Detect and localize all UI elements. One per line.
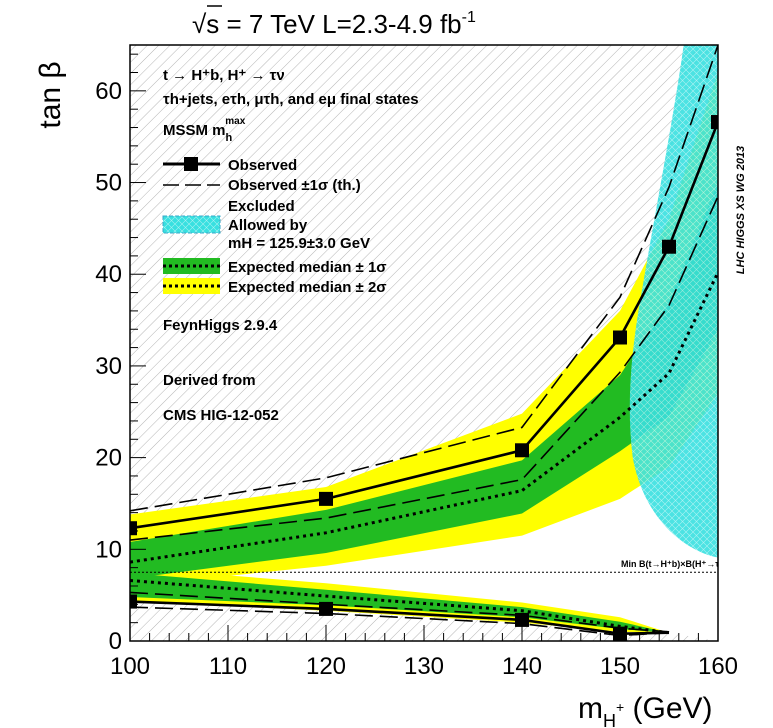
y-tick-label: 60 [95, 78, 122, 105]
observed-point-upper [662, 239, 676, 254]
legend-heading-final-states: τh+jets, eτh, μτh, and eμ final states [163, 91, 419, 108]
chart-title: √s = 7 TeV L=2.3-4.9 fb-1 [192, 9, 476, 39]
note-feynhiggs: FeynHiggs 2.9.4 [163, 317, 278, 334]
legend-label-allowed: Allowed by [228, 217, 308, 234]
note-cms-analysis: CMS HIG-12-052 [163, 407, 279, 424]
x-axis-label: mH+ (GeV) [578, 692, 713, 728]
legend-heading-process: t → H⁺b, H⁺ → τν [163, 67, 285, 84]
observed-point-upper [319, 491, 333, 506]
observed-point-upper [711, 115, 718, 130]
allowed-by-mh-region [629, 45, 718, 558]
x-tick-label: 160 [698, 653, 738, 680]
excluded-region-upper [130, 45, 718, 529]
y-axis-label: tan β [34, 61, 67, 128]
observed-point-lower [515, 612, 529, 627]
observed-point-lower [319, 601, 333, 616]
y-tick-label: 10 [95, 536, 122, 563]
x-tick-label: 150 [600, 653, 640, 680]
y-tick-label: 20 [95, 445, 122, 472]
x-tick-label: 140 [502, 653, 542, 680]
watermark: LHC HIGGS XS WG 2013 [735, 146, 747, 274]
excluded-region-lower [130, 601, 718, 641]
observed-point-upper [130, 521, 137, 536]
y-tick-label: 30 [95, 353, 122, 380]
one-sigma-band-lower [130, 573, 669, 633]
observed-point-lower [130, 594, 137, 609]
y-tick-label: 50 [95, 170, 122, 197]
note-derived-from: Derived from [163, 372, 256, 389]
one-sigma-band-upper [130, 182, 718, 579]
x-tick-label: 120 [306, 653, 346, 680]
legend-swatch-two-sigma [163, 278, 220, 294]
legend-swatch-one-sigma [163, 258, 220, 274]
plot-area: Min B(t→H⁺b)×B(H⁺→τν) [130, 45, 727, 641]
legend-label-excluded: Excluded [228, 198, 295, 215]
y-tick-label: 40 [95, 261, 122, 288]
observed-line-upper [130, 121, 718, 530]
observed-point-upper [515, 443, 529, 458]
legend-marker-observed [184, 157, 198, 171]
x-tick-label: 130 [404, 653, 444, 680]
observed-th-plus-upper [130, 45, 718, 512]
expected-median-lower [130, 579, 670, 635]
x-tick-label: 110 [209, 653, 247, 680]
legend-label-observed: Observed [228, 157, 297, 174]
legend-label-mh: mH = 125.9±3.0 GeV [228, 235, 370, 252]
y-tick-label: 0 [109, 628, 122, 655]
observed-th-minus-upper [130, 195, 718, 541]
legend-swatch-allowed [162, 215, 221, 234]
legend-label-observed-th: Observed ±1σ (th.) [228, 177, 361, 194]
threshold-label: Min B(t→H⁺b)×B(H⁺→τν) [621, 559, 727, 569]
legend: t → H⁺b, H⁺ → τν τh+jets, eτh, μτh, and … [162, 67, 419, 424]
x-tick-label: 100 [110, 653, 150, 680]
legend-label-expected-2sigma: Expected median ± 2σ [228, 279, 387, 296]
legend-label-expected-1sigma: Expected median ± 1σ [228, 259, 387, 276]
observed-point-upper [613, 330, 627, 345]
legend-heading-scenario: MSSM mhmax [163, 116, 246, 144]
